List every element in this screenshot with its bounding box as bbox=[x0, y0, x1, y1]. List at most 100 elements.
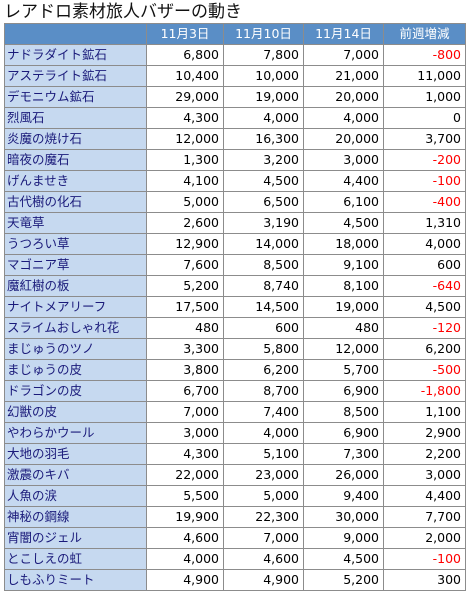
price-nov3-cell[interactable]: 17,500 bbox=[146, 296, 224, 318]
price-nov10-cell[interactable]: 4,500 bbox=[223, 170, 304, 192]
material-name-cell[interactable]: 大地の羽毛 bbox=[4, 443, 147, 465]
price-nov14-cell[interactable]: 480 bbox=[303, 317, 384, 339]
material-name-cell[interactable]: やわらかウール bbox=[4, 422, 147, 444]
price-nov3-cell[interactable]: 7,600 bbox=[146, 254, 224, 276]
price-nov10-cell[interactable]: 3,190 bbox=[223, 212, 304, 234]
price-nov14-cell[interactable]: 8,100 bbox=[303, 275, 384, 297]
column-header-nov10[interactable]: 11月10日 bbox=[223, 23, 304, 45]
price-nov14-cell[interactable]: 6,900 bbox=[303, 380, 384, 402]
weekly-change-cell[interactable]: -100 bbox=[383, 548, 466, 570]
weekly-change-cell[interactable]: 4,500 bbox=[383, 296, 466, 318]
price-nov3-cell[interactable]: 4,300 bbox=[146, 107, 224, 129]
material-name-cell[interactable]: ドラゴンの皮 bbox=[4, 380, 147, 402]
weekly-change-cell[interactable]: 1,100 bbox=[383, 401, 466, 423]
price-nov3-cell[interactable]: 10,400 bbox=[146, 65, 224, 87]
price-nov3-cell[interactable]: 12,900 bbox=[146, 233, 224, 255]
weekly-change-cell[interactable]: 3,000 bbox=[383, 464, 466, 486]
price-nov10-cell[interactable]: 6,500 bbox=[223, 191, 304, 213]
price-nov10-cell[interactable]: 4,000 bbox=[223, 107, 304, 129]
weekly-change-cell[interactable]: 600 bbox=[383, 254, 466, 276]
price-nov14-cell[interactable]: 20,000 bbox=[303, 86, 384, 108]
weekly-change-cell[interactable]: 1,310 bbox=[383, 212, 466, 234]
weekly-change-cell[interactable]: 1,000 bbox=[383, 86, 466, 108]
material-name-cell[interactable]: まじゅうの皮 bbox=[4, 359, 147, 381]
price-nov14-cell[interactable]: 6,900 bbox=[303, 422, 384, 444]
price-nov14-cell[interactable]: 18,000 bbox=[303, 233, 384, 255]
price-nov14-cell[interactable]: 4,000 bbox=[303, 107, 384, 129]
price-nov10-cell[interactable]: 3,200 bbox=[223, 149, 304, 171]
price-nov14-cell[interactable]: 20,000 bbox=[303, 128, 384, 150]
column-header-nov3[interactable]: 11月3日 bbox=[146, 23, 224, 45]
material-name-cell[interactable]: まじゅうのツノ bbox=[4, 338, 147, 360]
price-nov10-cell[interactable]: 8,500 bbox=[223, 254, 304, 276]
material-name-cell[interactable]: うつろい草 bbox=[4, 233, 147, 255]
price-nov14-cell[interactable]: 9,400 bbox=[303, 485, 384, 507]
material-name-cell[interactable]: ナイトメアリーフ bbox=[4, 296, 147, 318]
price-nov14-cell[interactable]: 8,500 bbox=[303, 401, 384, 423]
price-nov10-cell[interactable]: 22,300 bbox=[223, 506, 304, 528]
price-nov3-cell[interactable]: 5,500 bbox=[146, 485, 224, 507]
price-nov3-cell[interactable]: 3,000 bbox=[146, 422, 224, 444]
price-nov3-cell[interactable]: 5,000 bbox=[146, 191, 224, 213]
price-nov10-cell[interactable]: 6,200 bbox=[223, 359, 304, 381]
price-nov3-cell[interactable]: 3,800 bbox=[146, 359, 224, 381]
price-nov14-cell[interactable]: 21,000 bbox=[303, 65, 384, 87]
weekly-change-cell[interactable]: -1,800 bbox=[383, 380, 466, 402]
price-nov10-cell[interactable]: 4,600 bbox=[223, 548, 304, 570]
material-name-cell[interactable]: 神秘の鋼線 bbox=[4, 506, 147, 528]
material-name-cell[interactable]: 古代樹の化石 bbox=[4, 191, 147, 213]
material-name-cell[interactable]: 激震のキバ bbox=[4, 464, 147, 486]
weekly-change-cell[interactable]: 0 bbox=[383, 107, 466, 129]
price-nov14-cell[interactable]: 6,100 bbox=[303, 191, 384, 213]
weekly-change-cell[interactable]: 300 bbox=[383, 569, 466, 591]
material-name-cell[interactable]: しもふりミート bbox=[4, 569, 147, 591]
column-header-nov14[interactable]: 11月14日 bbox=[303, 23, 384, 45]
price-nov10-cell[interactable]: 5,000 bbox=[223, 485, 304, 507]
price-nov3-cell[interactable]: 4,000 bbox=[146, 548, 224, 570]
material-name-cell[interactable]: 炎魔の焼け石 bbox=[4, 128, 147, 150]
price-nov10-cell[interactable]: 5,100 bbox=[223, 443, 304, 465]
weekly-change-cell[interactable]: 4,000 bbox=[383, 233, 466, 255]
header-corner-cell[interactable] bbox=[4, 23, 147, 45]
material-name-cell[interactable]: げんませき bbox=[4, 170, 147, 192]
weekly-change-cell[interactable]: 11,000 bbox=[383, 65, 466, 87]
price-nov14-cell[interactable]: 7,000 bbox=[303, 44, 384, 66]
price-nov3-cell[interactable]: 5,200 bbox=[146, 275, 224, 297]
price-nov10-cell[interactable]: 5,800 bbox=[223, 338, 304, 360]
price-nov14-cell[interactable]: 12,000 bbox=[303, 338, 384, 360]
price-nov10-cell[interactable]: 23,000 bbox=[223, 464, 304, 486]
material-name-cell[interactable]: 人魚の涙 bbox=[4, 485, 147, 507]
price-nov14-cell[interactable]: 5,700 bbox=[303, 359, 384, 381]
weekly-change-cell[interactable]: 2,200 bbox=[383, 443, 466, 465]
price-nov14-cell[interactable]: 7,300 bbox=[303, 443, 384, 465]
price-nov3-cell[interactable]: 19,900 bbox=[146, 506, 224, 528]
material-name-cell[interactable]: 幻獣の皮 bbox=[4, 401, 147, 423]
weekly-change-cell[interactable]: -400 bbox=[383, 191, 466, 213]
weekly-change-cell[interactable]: -100 bbox=[383, 170, 466, 192]
material-name-cell[interactable]: スライムおしゃれ花 bbox=[4, 317, 147, 339]
weekly-change-cell[interactable]: 7,700 bbox=[383, 506, 466, 528]
price-nov14-cell[interactable]: 19,000 bbox=[303, 296, 384, 318]
column-header-weekly-change[interactable]: 前週増減 bbox=[383, 23, 466, 45]
price-nov3-cell[interactable]: 4,600 bbox=[146, 527, 224, 549]
price-nov3-cell[interactable]: 4,300 bbox=[146, 443, 224, 465]
weekly-change-cell[interactable]: 4,400 bbox=[383, 485, 466, 507]
weekly-change-cell[interactable]: -120 bbox=[383, 317, 466, 339]
price-nov3-cell[interactable]: 480 bbox=[146, 317, 224, 339]
price-nov14-cell[interactable]: 4,500 bbox=[303, 548, 384, 570]
price-nov14-cell[interactable]: 4,400 bbox=[303, 170, 384, 192]
price-nov10-cell[interactable]: 14,000 bbox=[223, 233, 304, 255]
price-nov10-cell[interactable]: 8,740 bbox=[223, 275, 304, 297]
material-name-cell[interactable]: とこしえの虹 bbox=[4, 548, 147, 570]
price-nov10-cell[interactable]: 7,800 bbox=[223, 44, 304, 66]
price-nov10-cell[interactable]: 10,000 bbox=[223, 65, 304, 87]
price-nov10-cell[interactable]: 16,300 bbox=[223, 128, 304, 150]
material-name-cell[interactable]: 宵闇のジェル bbox=[4, 527, 147, 549]
price-nov14-cell[interactable]: 3,000 bbox=[303, 149, 384, 171]
price-nov3-cell[interactable]: 12,000 bbox=[146, 128, 224, 150]
weekly-change-cell[interactable]: 3,700 bbox=[383, 128, 466, 150]
material-name-cell[interactable]: マゴニア草 bbox=[4, 254, 147, 276]
price-nov14-cell[interactable]: 26,000 bbox=[303, 464, 384, 486]
price-nov10-cell[interactable]: 8,700 bbox=[223, 380, 304, 402]
price-nov14-cell[interactable]: 30,000 bbox=[303, 506, 384, 528]
